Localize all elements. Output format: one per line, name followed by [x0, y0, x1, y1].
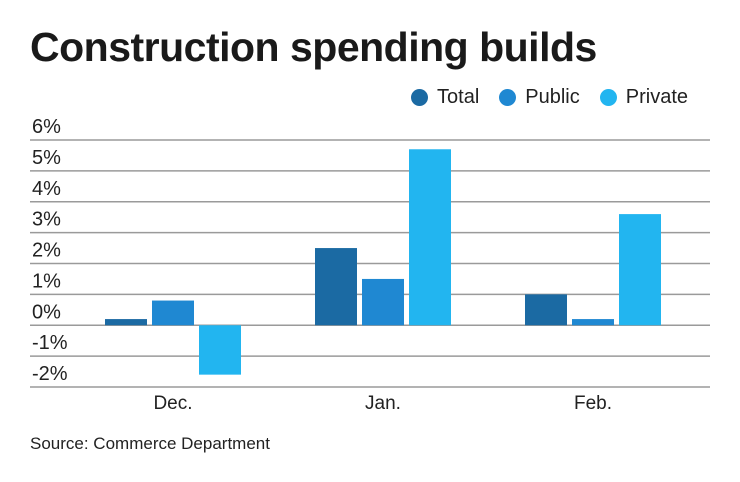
x-category-label: Jan. — [365, 393, 401, 414]
y-tick-label: 2% — [32, 240, 61, 262]
legend-item-private: Private — [599, 86, 688, 109]
y-tick-label: 0% — [32, 301, 61, 323]
bar-total-feb — [525, 294, 567, 326]
legend-swatch-total — [411, 89, 429, 106]
bar-public-jan — [362, 278, 404, 326]
y-tick-label: 5% — [32, 147, 61, 169]
y-tick-label: 4% — [32, 178, 61, 200]
y-tick-label: -1% — [32, 332, 68, 354]
x-category-label: Dec. — [153, 393, 192, 414]
y-tick-label: 3% — [32, 209, 61, 231]
y-tick-label: 1% — [32, 270, 61, 292]
x-category-label: Feb. — [574, 393, 612, 414]
legend: Total Public Private — [411, 86, 688, 109]
bar-private-dec — [199, 325, 241, 375]
legend-label-public: Public — [525, 86, 580, 108]
bar-public-feb — [572, 319, 614, 326]
bar-total-jan — [315, 248, 357, 326]
legend-label-private: Private — [625, 86, 688, 108]
y-tick-label: -2% — [32, 363, 68, 385]
bar-private-feb — [619, 214, 661, 326]
legend-swatch-private — [599, 89, 617, 106]
legend-label-total: Total — [437, 86, 480, 108]
bar-private-jan — [409, 149, 451, 326]
bar-total-dec — [105, 319, 147, 326]
legend-item-public: Public — [499, 86, 580, 109]
y-tick-label: 6% — [32, 116, 61, 138]
chart-title: Construction spending builds — [30, 24, 597, 70]
bar-public-dec — [152, 300, 194, 326]
legend-item-total: Total — [411, 86, 479, 109]
source-note: Source: Commerce Department — [30, 434, 270, 453]
legend-swatch-public — [499, 89, 517, 106]
